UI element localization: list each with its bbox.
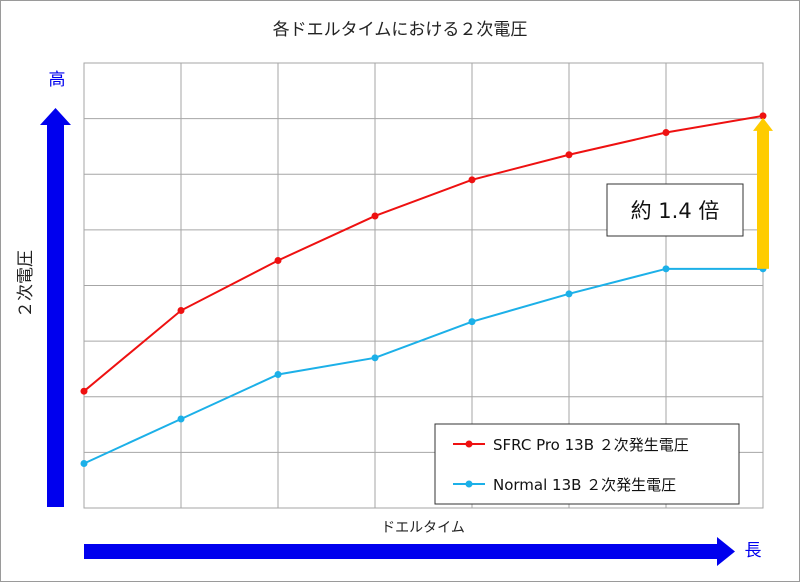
y-axis-arrow [40, 108, 71, 507]
ratio-label: 約 1.4 倍 [631, 199, 720, 223]
data-point [80, 460, 88, 467]
legend-swatch-marker [465, 440, 473, 448]
data-point [177, 415, 185, 423]
y-high-label: 高 [49, 70, 66, 90]
data-point [565, 151, 573, 159]
y-axis-label: ２次電圧 [16, 250, 36, 318]
series-1 [80, 265, 767, 467]
data-point [274, 371, 282, 378]
data-point [80, 387, 88, 395]
data-point [371, 212, 379, 220]
x-axis-arrow [84, 537, 735, 566]
data-point [177, 307, 185, 315]
ratio-arrow-shaft [757, 129, 769, 269]
data-point [565, 290, 573, 298]
x-axis-label: ドエルタイム [381, 520, 465, 536]
x-arrow-head [717, 537, 735, 566]
legend-item: SFRC Pro 13B ２次発生電圧 [453, 436, 689, 454]
legend-swatch-marker [465, 480, 473, 488]
ratio-annotation: 約 1.4 倍 [606, 117, 773, 269]
x-long-label: 長 [745, 541, 762, 561]
data-point [759, 112, 767, 120]
series-line [83, 267, 763, 465]
legend-box [434, 423, 740, 505]
ratio-arrow-head [753, 117, 773, 131]
y-arrow-head [40, 108, 71, 125]
legend-item: Normal 13B ２次発生電圧 [453, 476, 676, 494]
data-point [274, 256, 282, 264]
chart-title: 各ドエルタイムにおける２次電圧 [273, 20, 528, 40]
y-arrow-shaft [47, 121, 64, 507]
data-point [468, 318, 476, 326]
x-arrow-shaft [84, 544, 720, 559]
legend-label: SFRC Pro 13B ２次発生電圧 [493, 436, 689, 454]
series-layer [80, 112, 767, 467]
data-point [662, 265, 670, 273]
ratio-label-box [606, 183, 744, 237]
legend: SFRC Pro 13B ２次発生電圧 Normal 13B ２次発生電圧 [434, 423, 740, 505]
series-0 [80, 112, 767, 395]
legend-label: Normal 13B ２次発生電圧 [493, 476, 676, 494]
series-line [83, 114, 764, 392]
data-point [468, 176, 476, 184]
data-point [662, 129, 670, 137]
data-point [371, 354, 379, 362]
